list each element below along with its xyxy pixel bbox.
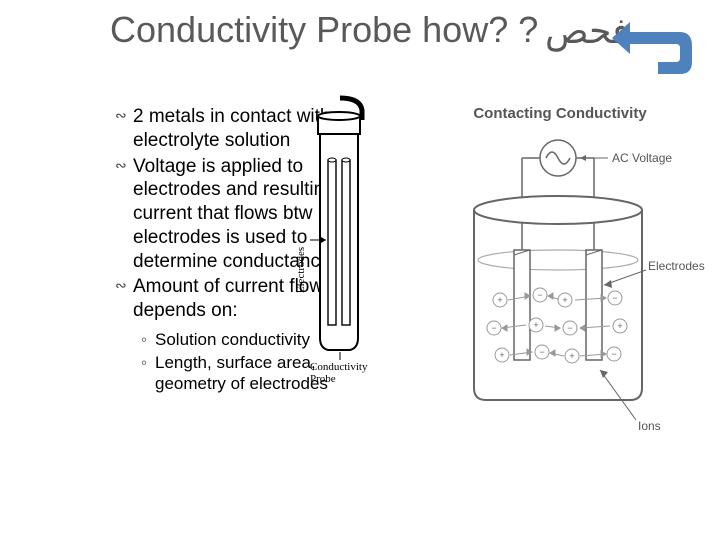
probe-diagram: Electrodes Conductivity Probe xyxy=(270,90,390,400)
electrodes-label-2: Electrodes xyxy=(648,259,705,273)
svg-text:−: − xyxy=(539,347,544,357)
svg-text:+: + xyxy=(569,351,574,361)
svg-text:−: − xyxy=(611,349,616,359)
beaker-diagram: Contacting Conductivity AC Voltage Elect… xyxy=(430,100,710,440)
svg-text:+: + xyxy=(562,295,567,305)
svg-text:−: − xyxy=(612,293,617,303)
electrodes-label: Electrodes xyxy=(295,247,307,293)
beaker-title: Contacting Conductivity xyxy=(473,105,647,122)
ac-voltage-label: AC Voltage xyxy=(612,151,672,165)
svg-text:−: − xyxy=(567,323,572,333)
return-arrow-icon xyxy=(610,18,700,78)
svg-text:+: + xyxy=(499,350,504,360)
probe-label-2: Probe xyxy=(310,373,336,385)
probe-label-1: Conductivity xyxy=(310,361,368,373)
svg-text:+: + xyxy=(497,295,502,305)
svg-text:+: + xyxy=(533,320,538,330)
slide-title: Conductivity Probe how? ? xyxy=(110,8,538,51)
svg-text:−: − xyxy=(491,323,496,333)
ions-label: Ions xyxy=(638,419,661,433)
svg-text:+: + xyxy=(617,321,622,331)
svg-text:−: − xyxy=(537,290,542,300)
